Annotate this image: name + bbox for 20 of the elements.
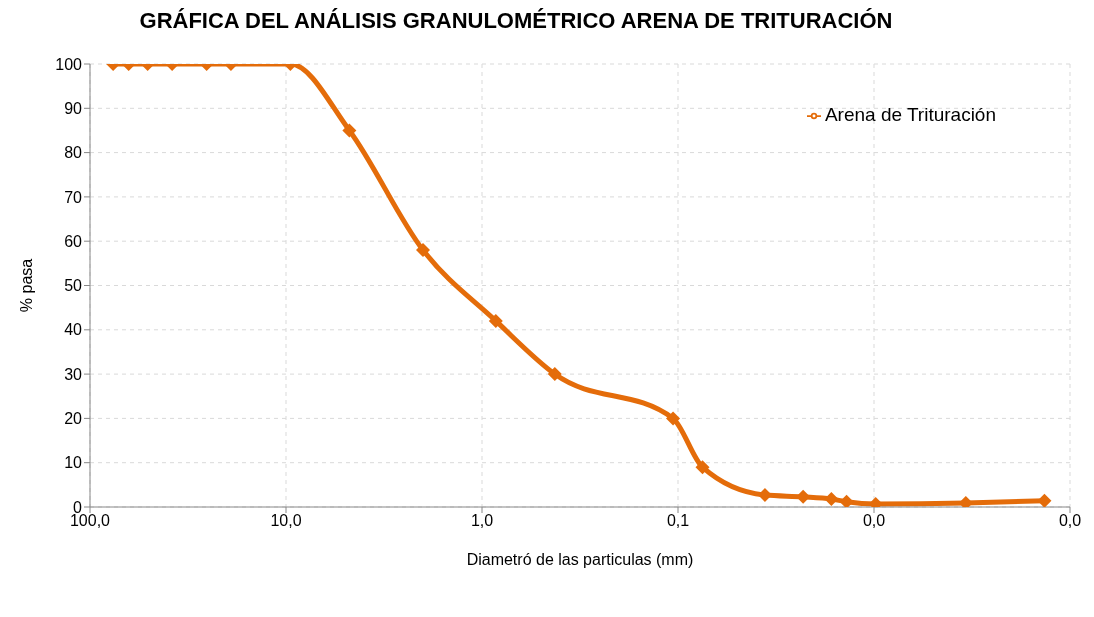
x-tick-label: 0,1 <box>666 512 690 530</box>
y-tick-label: 30 <box>64 365 83 383</box>
x-tick-label: 0,0 <box>1058 512 1082 530</box>
x-axis-title: Diametró de las particulas (mm) <box>466 551 694 568</box>
y-tick-label: 70 <box>64 188 83 206</box>
x-tick-label: 1,0 <box>470 512 494 530</box>
x-tick-label: 100,0 <box>69 512 111 530</box>
x-tick-label: 0,0 <box>862 512 886 530</box>
y-tick-label: 50 <box>64 277 83 295</box>
y-tick-label: 10 <box>64 454 83 472</box>
x-tick-label: 10,0 <box>270 512 302 530</box>
y-tick-label: 90 <box>64 99 83 117</box>
y-tick-label: 20 <box>64 410 83 428</box>
y-tick-label: 100 <box>55 55 83 73</box>
y-tick-label: 80 <box>64 144 83 162</box>
y-tick-label: 60 <box>64 232 83 250</box>
legend-label: Arena de Trituración <box>824 104 996 125</box>
chart-title: GRÁFICA DEL ANÁLISIS GRANULOMÉTRICO ARENA DE TRITURACIÓN <box>138 8 894 34</box>
y-axis-title: % pasa <box>17 258 35 313</box>
y-tick-label: 40 <box>64 321 83 339</box>
